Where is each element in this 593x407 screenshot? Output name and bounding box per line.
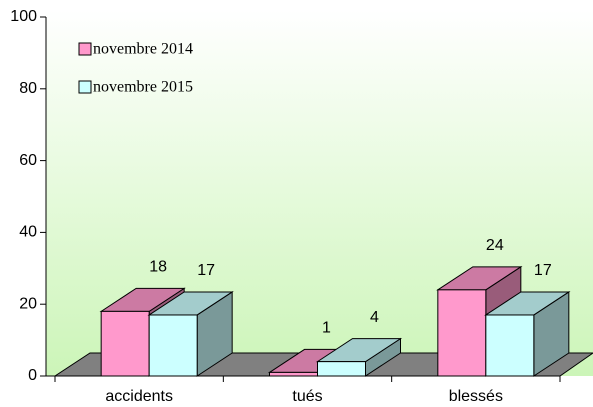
bar-front bbox=[437, 289, 487, 377]
y-tick-label: 0 bbox=[28, 367, 37, 384]
legend-label: novembre 2015 bbox=[93, 79, 193, 96]
bar-front bbox=[269, 371, 318, 377]
value-label: 17 bbox=[197, 262, 215, 279]
bar-front bbox=[100, 310, 150, 377]
x-tick-label: accidents bbox=[105, 388, 173, 405]
legend-swatch bbox=[78, 42, 92, 56]
value-label: 17 bbox=[534, 262, 552, 279]
y-tick-label: 20 bbox=[19, 295, 37, 312]
bar bbox=[147, 291, 234, 377]
x-tick-label: tués bbox=[292, 388, 322, 405]
value-label: 18 bbox=[149, 259, 167, 276]
legend-swatch bbox=[78, 80, 92, 94]
y-tick-label: 100 bbox=[10, 8, 37, 25]
bar-front bbox=[317, 361, 366, 377]
value-label: 1 bbox=[322, 320, 331, 337]
y-tick-label: 60 bbox=[19, 152, 37, 169]
y-tick-label: 40 bbox=[19, 224, 37, 241]
bar-front bbox=[148, 314, 198, 377]
x-tick-label: blessés bbox=[449, 388, 503, 405]
bar bbox=[484, 291, 571, 377]
bar-front bbox=[485, 314, 535, 377]
bar bbox=[315, 337, 403, 377]
legend-label: novembre 2014 bbox=[93, 41, 193, 58]
value-label: 4 bbox=[370, 309, 379, 326]
value-label: 24 bbox=[486, 237, 504, 254]
y-tick-label: 80 bbox=[19, 80, 37, 97]
